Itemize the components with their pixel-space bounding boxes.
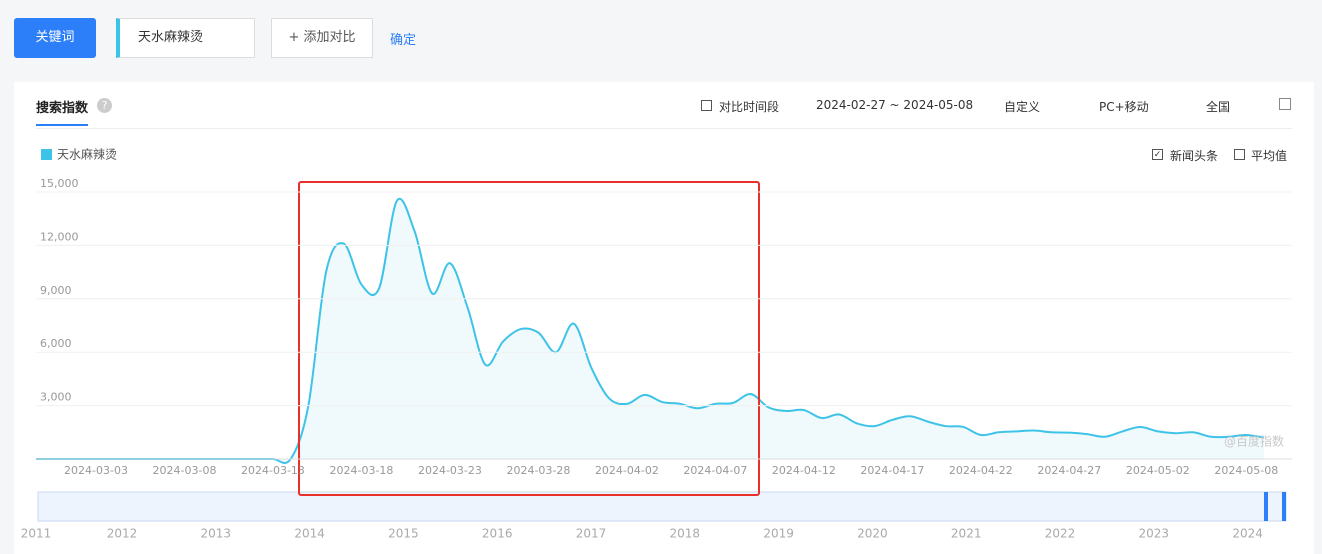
x-tick-label: 2024-03-08 [153, 464, 217, 477]
keyword-button[interactable]: 关键词 [14, 18, 96, 58]
x-tick-label: 2024-04-17 [860, 464, 924, 477]
timeline-year: 2021 [951, 527, 982, 541]
device[interactable]: PC+移动 [1099, 100, 1149, 114]
compare-period[interactable]: 对比时间段 [719, 100, 780, 114]
timeline-year: 2020 [857, 527, 888, 541]
keyword-input[interactable]: 天水麻辣烫 [116, 18, 255, 58]
checkbox-checked[interactable]: ✓ [1152, 149, 1163, 160]
timeline-year: 2019 [763, 527, 794, 541]
legend-label: 天水麻辣烫 [57, 147, 117, 162]
custom[interactable]: 自定义 [1004, 100, 1041, 114]
checkbox[interactable] [701, 100, 712, 111]
news[interactable]: 新闻头条 [1170, 149, 1219, 163]
x-tick-label: 2024-03-03 [64, 464, 128, 477]
highlight-box [298, 181, 760, 496]
card [14, 82, 1314, 554]
x-tick-label: 2024-05-08 [1214, 464, 1278, 477]
average[interactable]: 平均值 [1251, 149, 1288, 163]
timeline-year: 2022 [1045, 527, 1076, 541]
timeline-year: 2023 [1139, 527, 1170, 541]
x-tick-label: 2024-04-22 [949, 464, 1013, 477]
x-tick-label: 2024-03-23 [418, 464, 482, 477]
timeline-year: 2011 [21, 527, 52, 541]
x-tick-label: 2024-03-18 [329, 464, 393, 477]
timeline-year: 2017 [576, 527, 607, 541]
y-tick-label: 3,000 [40, 391, 72, 404]
y-tick-label: 12,000 [40, 230, 79, 243]
x-tick-label: 2024-04-02 [595, 464, 659, 477]
y-tick-label: 6,000 [40, 337, 72, 350]
timeline-year: 2015 [388, 527, 419, 541]
legend-swatch [41, 149, 52, 160]
timeline-year: 2012 [107, 527, 138, 541]
divider [36, 128, 1292, 129]
timeline-year: 2016 [482, 527, 513, 541]
range-slider[interactable] [37, 491, 1287, 522]
date-range[interactable]: 2024-02-27 ~ 2024-05-08 [816, 98, 974, 112]
export-icon[interactable] [1279, 98, 1291, 110]
help[interactable]: ? [97, 98, 112, 113]
timeline-year: 2024 [1232, 527, 1263, 541]
slider-handle[interactable] [1264, 492, 1268, 521]
confirm[interactable]: 确定 [390, 33, 417, 48]
x-tick-label: 2024-04-12 [772, 464, 836, 477]
y-tick-label: 9,000 [40, 284, 72, 297]
x-tick-label: 2024-03-28 [506, 464, 570, 477]
checkbox[interactable] [1234, 149, 1245, 160]
x-tick-label: 2024-04-07 [683, 464, 747, 477]
timeline-year: 2014 [294, 527, 325, 541]
tab[interactable]: 搜索指数 [36, 97, 89, 126]
slider-handle[interactable] [1282, 492, 1286, 521]
watermark: @百度指数 [1224, 434, 1284, 449]
x-tick-label: 2024-03-13 [241, 464, 305, 477]
timeline-year: 2018 [670, 527, 701, 541]
y-tick-label: 15,000 [40, 177, 79, 190]
area [36, 198, 1264, 463]
x-tick-label: 2024-04-27 [1037, 464, 1101, 477]
region[interactable]: 全国 [1206, 100, 1231, 114]
timeline-year: 2013 [201, 527, 232, 541]
x-tick-label: 2024-05-02 [1126, 464, 1190, 477]
add-compare[interactable]: + 添加对比 [271, 18, 373, 58]
